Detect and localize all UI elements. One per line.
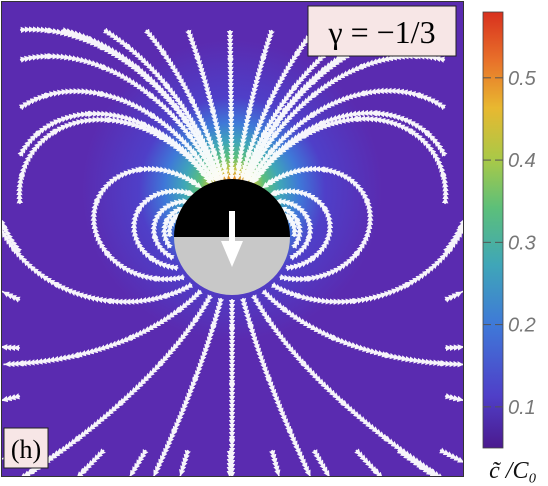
streamline	[226, 29, 235, 183]
streamline-arrow	[106, 116, 114, 123]
colorbar-tick-label: 0.1	[508, 397, 536, 419]
streamline-arrow	[228, 113, 235, 120]
streamline-arrow	[414, 92, 422, 99]
streamline-arrow	[228, 438, 236, 445]
panel-label: (h)	[11, 435, 41, 464]
plot-frame	[1, 1, 464, 477]
streamline-arrow	[73, 435, 81, 442]
streamline-arrow	[17, 360, 25, 367]
streamline	[2, 290, 21, 303]
particle	[174, 179, 290, 295]
streamline-arrow	[406, 128, 414, 135]
streamline-arrow	[352, 115, 359, 123]
colorbar-gradient	[482, 11, 504, 449]
direction-arrow-head	[221, 241, 243, 267]
streamline-arrow	[124, 43, 132, 50]
streamline-arrow	[359, 90, 366, 97]
streamline-arrow	[300, 132, 307, 139]
streamline	[396, 447, 437, 476]
streamline	[16, 116, 214, 205]
streamline-arrow	[221, 163, 228, 171]
streamline-arrow	[440, 170, 447, 178]
streamline-arrow	[18, 170, 25, 178]
streamline-arrow	[161, 292, 168, 299]
streamline-arrow	[73, 351, 80, 358]
streamline-arrow	[383, 435, 391, 442]
streamline	[2, 344, 21, 352]
streamline-arrow	[371, 110, 378, 117]
streamline-arrow	[175, 306, 182, 313]
streamline	[129, 449, 149, 476]
streamline-arrow	[418, 464, 426, 470]
colorbar-tick-label: 0.4	[508, 150, 536, 172]
streamline-arrow	[404, 282, 412, 288]
streamline-arrow	[104, 249, 111, 257]
streamline	[160, 206, 185, 250]
streamline-arrow	[136, 205, 142, 212]
streamline	[3, 288, 203, 368]
streamline	[444, 393, 463, 403]
plot-area	[1, 1, 464, 477]
streamline-arrow	[52, 129, 59, 135]
streamline-arrow	[247, 323, 254, 331]
streamline-arrow	[46, 27, 54, 34]
streamline-arrow	[265, 376, 272, 384]
streamline	[2, 229, 194, 306]
streamline-arrow	[87, 110, 94, 117]
streamline	[252, 115, 449, 205]
streamline-arrow	[105, 298, 113, 305]
streamline	[269, 449, 281, 476]
colorbar: 0.1 0.2 0.3 0.4 0.5 c̃ /C₀	[482, 11, 537, 484]
streamlines	[2, 26, 463, 476]
streamline-arrow	[52, 282, 60, 288]
streamline-arrow	[117, 400, 124, 407]
streamline-arrow	[286, 428, 293, 436]
panel-label-box: (h)	[3, 427, 49, 469]
streamline-arrow	[2, 223, 8, 230]
streamline-arrow	[357, 63, 364, 70]
streamline-arrow	[158, 133, 166, 140]
streamline-arrow	[87, 35, 94, 42]
streamline-arrow	[100, 64, 108, 70]
streamline	[283, 212, 296, 227]
streamline	[444, 344, 463, 352]
streamline-arrow	[43, 92, 51, 99]
colorbar-tick-label: 0.2	[508, 315, 536, 337]
streamline-arrow	[151, 275, 158, 282]
streamline-arrow	[80, 467, 87, 475]
parameter-label-box: γ = −1/3	[307, 5, 457, 57]
streamline-arrow	[99, 90, 107, 97]
colorbar-ticks: 0.1 0.2 0.3 0.4 0.5	[483, 68, 537, 419]
streamline	[179, 449, 191, 476]
streamline-arrow	[340, 400, 347, 407]
streamline-arrow	[46, 53, 54, 60]
streamline-arrow	[258, 169, 265, 176]
streamline	[168, 212, 181, 227]
particle-top-half	[174, 179, 290, 237]
streamline-arrow	[228, 326, 236, 333]
streamline	[444, 290, 463, 303]
streamline-arrow	[152, 232, 159, 240]
streamline-arrow	[227, 57, 234, 64]
streamline	[439, 447, 463, 463]
streamline-arrow	[228, 169, 235, 176]
streamline	[311, 449, 330, 476]
streamline-arrow	[228, 382, 236, 389]
streamline-arrow	[126, 334, 134, 341]
colorbar-label: c̃ /C₀	[489, 458, 537, 484]
streamline-arrow	[457, 223, 463, 231]
streamline	[2, 393, 21, 403]
colorbar-tick-label: 0.3	[508, 232, 536, 254]
streamline-arrow	[372, 468, 379, 475]
streamline-arrow	[200, 170, 207, 178]
parameter-label: γ = −1/3	[327, 14, 435, 50]
colorbar-tick-label: 0.5	[508, 68, 537, 90]
